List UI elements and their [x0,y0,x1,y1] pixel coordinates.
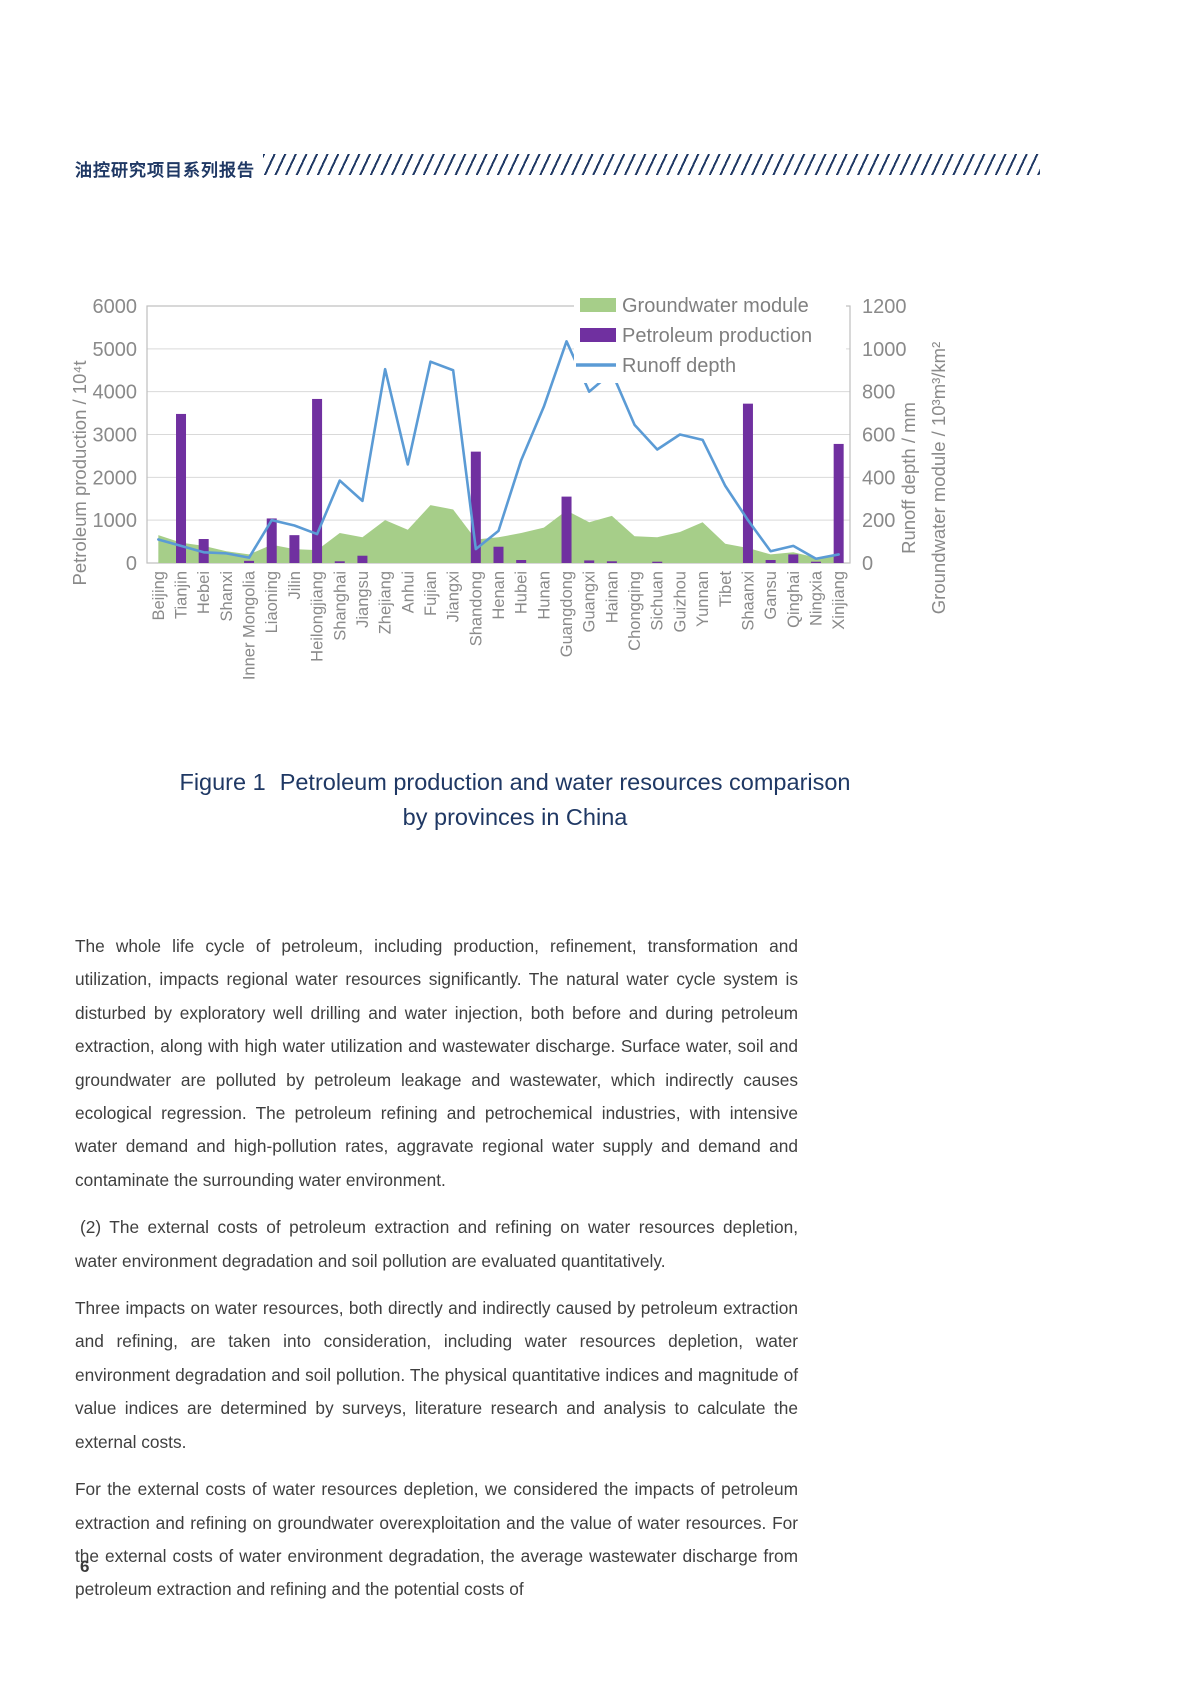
svg-text:Henan: Henan [490,571,508,620]
right-axis-title-groundwater: Groundwater module / 10³m³/km² [928,342,949,614]
svg-text:Hebei: Hebei [195,571,213,614]
svg-text:Shandong: Shandong [467,571,485,646]
svg-text:Gansu: Gansu [762,571,780,620]
right-axis-title-runoff: Runoff depth / mm [898,402,919,554]
diagonal-hatch-decoration [263,154,1040,175]
svg-text:6000: 6000 [93,296,138,318]
svg-text:3000: 3000 [93,425,138,447]
svg-text:2000: 2000 [93,467,138,489]
svg-text:Chongqing: Chongqing [626,571,644,651]
svg-text:Petroleum production: Petroleum production [622,325,812,347]
svg-text:Yunnan: Yunnan [694,571,712,627]
svg-text:Shanxi: Shanxi [218,571,236,621]
svg-text:Liaoning: Liaoning [263,571,281,633]
svg-text:Jiangsu: Jiangsu [354,571,372,628]
svg-text:Qinghai: Qinghai [785,571,803,628]
svg-text:0: 0 [126,553,137,575]
body-paragraph: Three impacts on water resources, both d… [75,1298,798,1452]
svg-text:Sichuan: Sichuan [649,571,667,631]
svg-text:Anhui: Anhui [399,571,417,613]
left-axis-title: Petroleum production / 10⁴t [70,361,90,586]
svg-text:600: 600 [862,425,895,447]
svg-text:800: 800 [862,382,895,404]
figure-label: Figure 1 [179,769,266,795]
svg-text:Guangxi: Guangxi [581,571,599,632]
svg-text:Hubei: Hubei [513,571,531,614]
left-axis-labels: 0 1000 2000 3000 4000 5000 6000 [93,296,138,575]
x-axis-labels: Beijing Tianjin Hebei Shanxi Inner Mongolia L… [150,570,848,680]
page-header: 油控研究项目系列报告 [75,154,1115,180]
area-series-groundwater-module [158,505,839,563]
svg-text:400: 400 [862,467,895,489]
svg-text:Jiangxi: Jiangxi [445,571,463,622]
svg-text:Heilongjiang: Heilongjiang [309,571,327,662]
svg-text:Tibet: Tibet [717,571,735,607]
svg-text:Jilin: Jilin [286,571,304,599]
figure-1-chart: 0 1000 2000 3000 4000 5000 6000 0 200 400 600 800 10… [69,273,960,693]
body-paragraph: For the external costs of water resource… [75,1479,798,1600]
svg-text:Tianjin: Tianjin [173,571,191,619]
svg-text:200: 200 [862,510,895,532]
svg-text:Fujian: Fujian [422,571,440,616]
svg-text:Shaanxi: Shaanxi [739,571,757,631]
svg-text:Guizhou: Guizhou [671,571,689,632]
svg-text:Groundwater module: Groundwater module [622,295,809,317]
svg-text:5000: 5000 [93,339,138,361]
series-title: 油控研究项目系列报告 [75,161,255,180]
right-axis-labels: 0 200 400 600 800 1000 1200 [862,296,907,575]
svg-text:1200: 1200 [862,296,907,318]
svg-text:Inner Mongolia: Inner Mongolia [241,570,259,680]
figure-caption-line1: Figure 1 Petroleum production and water r… [70,765,960,800]
figure-caption-line2: by provinces in China [402,804,628,830]
page-number: 6 [80,1557,90,1576]
line-series-runoff-depth [157,340,840,561]
svg-text:0: 0 [862,553,873,575]
svg-text:1000: 1000 [93,510,138,532]
svg-text:Hunan: Hunan [535,571,553,620]
svg-text:Xinjiang: Xinjiang [830,571,848,630]
body-paragraph: The whole life cycle of petroleum, inclu… [75,936,798,1190]
svg-text:Beijing: Beijing [150,571,168,621]
svg-text:Guangdong: Guangdong [558,571,576,657]
combo-chart: 0 1000 2000 3000 4000 5000 6000 0 200 400 600 800 10… [69,287,949,680]
body-text: The whole life cycle of petroleum, inclu… [75,930,798,1621]
bar-series-petroleum-production [176,398,844,563]
chart-legend: Groundwater module Petroleum production Ru… [574,287,846,383]
svg-text:4000: 4000 [93,382,138,404]
svg-text:Shanghai: Shanghai [331,571,349,641]
svg-text:1000: 1000 [862,339,907,361]
svg-text:Runoff depth: Runoff depth [622,355,736,377]
svg-text:Hainan: Hainan [603,571,621,623]
svg-text:Zhejiang: Zhejiang [377,571,395,634]
svg-text:Ningxia: Ningxia [807,570,825,626]
figure-title: Petroleum production and water resources… [279,769,851,795]
figure-caption: Figure 1 Petroleum production and water r… [70,765,960,835]
body-paragraph: (2) The external costs of petroleum extr… [75,1217,798,1271]
